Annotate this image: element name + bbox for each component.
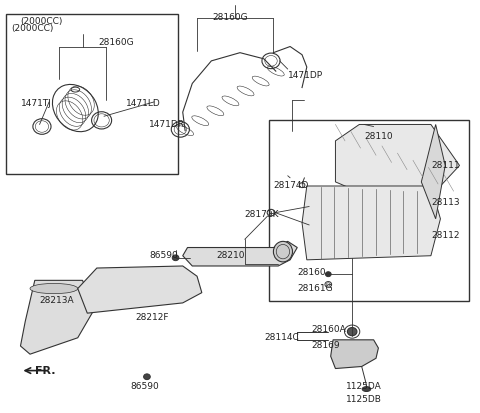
Ellipse shape	[274, 241, 292, 262]
Ellipse shape	[362, 387, 371, 392]
Text: 1125DA: 1125DA	[346, 382, 382, 392]
Text: (2000CC): (2000CC)	[21, 17, 63, 26]
Text: 28161G: 28161G	[297, 284, 333, 293]
Polygon shape	[331, 340, 378, 368]
Bar	[269, 120, 469, 301]
Text: 28160G: 28160G	[213, 13, 248, 22]
Polygon shape	[302, 186, 441, 260]
Circle shape	[325, 272, 331, 277]
Text: 28174D: 28174D	[274, 181, 309, 190]
Text: 28114C: 28114C	[264, 333, 299, 342]
Circle shape	[144, 374, 150, 380]
Bar	[6, 14, 178, 174]
Polygon shape	[78, 266, 202, 313]
Text: 28113: 28113	[431, 198, 459, 207]
Text: 28171K: 28171K	[245, 210, 279, 219]
Text: 1125DB: 1125DB	[346, 395, 382, 404]
Text: 28160: 28160	[297, 268, 326, 277]
Text: 28210: 28210	[216, 251, 245, 260]
Polygon shape	[21, 280, 95, 354]
Text: 86590: 86590	[149, 251, 178, 260]
Polygon shape	[421, 124, 445, 219]
Text: 1471DP: 1471DP	[288, 71, 323, 80]
Text: 1471DR: 1471DR	[149, 120, 185, 129]
Polygon shape	[336, 124, 459, 198]
Text: 28112: 28112	[431, 231, 459, 240]
Ellipse shape	[30, 283, 78, 294]
Polygon shape	[183, 241, 297, 266]
Text: (2000CC): (2000CC)	[11, 24, 53, 33]
Text: 28160G: 28160G	[98, 38, 134, 47]
Text: 1471TJ: 1471TJ	[21, 100, 51, 109]
Text: 28110: 28110	[364, 132, 393, 141]
Text: 28169: 28169	[312, 342, 340, 351]
Text: 28213A: 28213A	[39, 297, 74, 305]
Text: 28160A: 28160A	[312, 325, 347, 334]
Text: 1471LD: 1471LD	[125, 100, 160, 109]
Text: FR.: FR.	[35, 366, 55, 375]
Circle shape	[172, 255, 179, 261]
Text: 28212F: 28212F	[135, 313, 168, 322]
Circle shape	[348, 328, 357, 336]
Text: 86590: 86590	[130, 382, 159, 392]
Text: 28111: 28111	[431, 161, 459, 170]
